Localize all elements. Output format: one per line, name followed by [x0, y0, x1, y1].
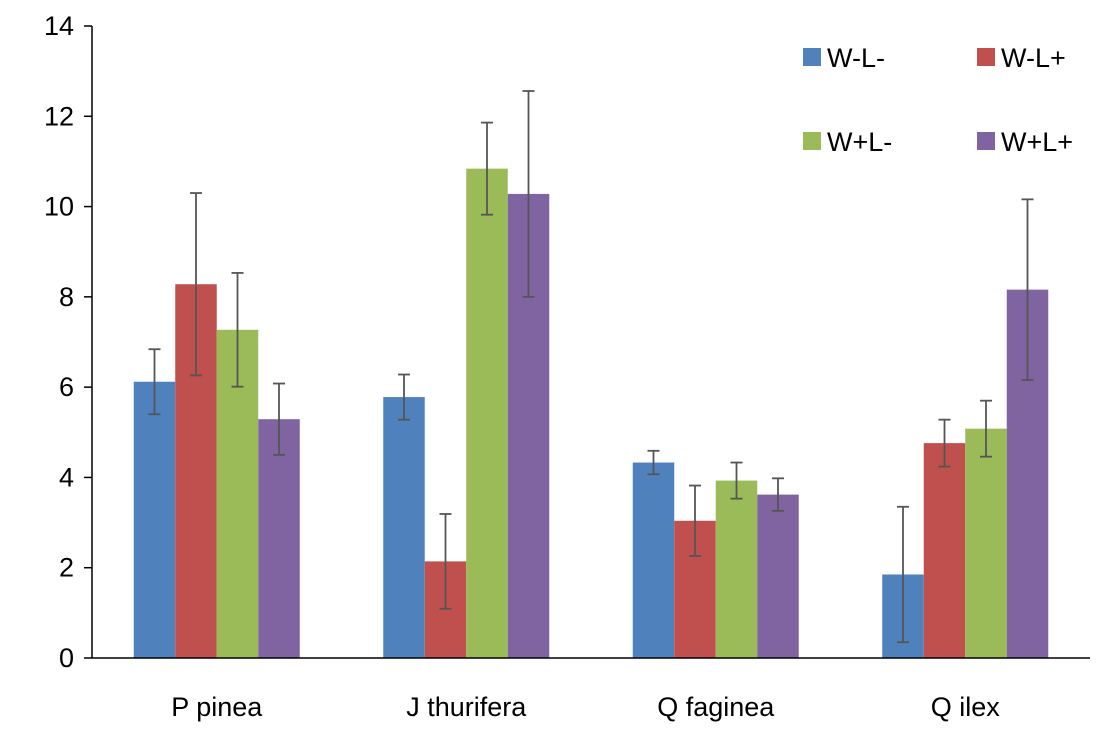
- y-tick-label: 8: [59, 282, 74, 312]
- y-tick-label: 14: [44, 11, 74, 41]
- legend-swatch: [977, 132, 995, 150]
- legend-label: W+L-: [827, 127, 892, 157]
- bar-W-L--j-thurifera: [383, 397, 425, 658]
- legend-swatch: [803, 48, 821, 66]
- bar-W-L--p-pinea: [133, 381, 176, 658]
- x-tick-label: Q faginea: [657, 692, 775, 722]
- y-axis-ticks: 0 2 4 6 8 10 12 14: [44, 11, 92, 673]
- y-tick-label: 6: [59, 372, 74, 402]
- x-tick-label: Q ilex: [931, 692, 1001, 722]
- legend-swatch: [803, 132, 821, 150]
- bar-W-L--q-faginea: [632, 462, 675, 658]
- legend: W-L- W-L+ W+L- W+L+: [803, 43, 1073, 157]
- bar-W-L+-q-ilex: [923, 443, 966, 658]
- legend-label: W-L-: [827, 43, 885, 73]
- error-bars: [148, 90, 1034, 644]
- legend-label: W-L+: [1001, 43, 1066, 73]
- bar-W+L--q-ilex: [965, 428, 1007, 658]
- y-tick-label: 4: [59, 462, 74, 492]
- y-tick-label: 0: [59, 643, 74, 673]
- legend-label: W+L+: [1001, 127, 1073, 157]
- bar-W+L--j-thurifera: [466, 168, 508, 658]
- y-tick-label: 12: [44, 101, 74, 131]
- x-tick-label: J thurifera: [406, 692, 527, 722]
- bars: [133, 168, 1049, 658]
- y-tick-label: 2: [59, 553, 74, 583]
- x-axis-labels: P pinea J thurifera Q faginea Q ilex: [171, 692, 1000, 722]
- legend-swatch: [977, 48, 995, 66]
- bar-W+L+-q-faginea: [757, 494, 799, 658]
- x-tick-label: P pinea: [171, 692, 263, 722]
- bar-W+L+-p-pinea: [258, 419, 300, 658]
- y-tick-label: 10: [44, 192, 74, 222]
- bar-W+L--q-faginea: [715, 480, 758, 658]
